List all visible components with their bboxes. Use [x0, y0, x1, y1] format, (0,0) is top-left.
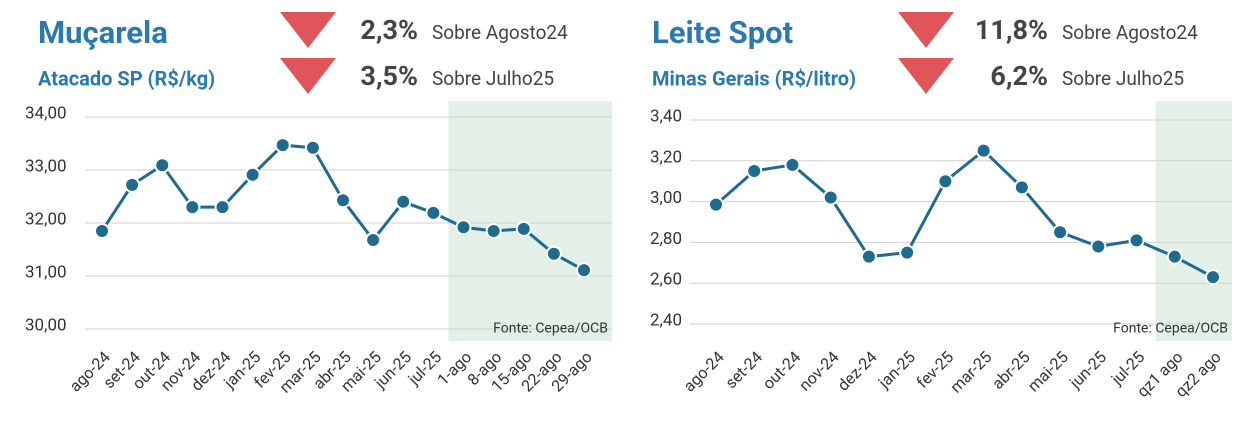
point — [545, 245, 562, 262]
point — [154, 157, 171, 174]
x-tick-label: set-24 — [721, 347, 766, 392]
y-tick-label: 3,20 — [650, 147, 682, 167]
y-tick-label: 33,00 — [25, 156, 67, 176]
down-arrow — [280, 12, 336, 48]
point — [184, 199, 201, 216]
point — [425, 204, 442, 221]
indicator-value: 6,2% — [990, 60, 1048, 92]
indicator-value: 2,3% — [360, 14, 418, 46]
point — [274, 137, 291, 154]
indicator-label: Sobre Julho25 — [1062, 67, 1184, 90]
x-tick-label: mar-25 — [946, 347, 995, 396]
down-arrow — [898, 58, 954, 94]
point — [1052, 224, 1069, 241]
highlight-region — [448, 101, 612, 341]
x-tick-label: out-24 — [759, 347, 805, 393]
indicator-label: Sobre Agosto24 — [432, 21, 568, 44]
point — [1205, 269, 1221, 286]
down-arrow — [898, 12, 954, 48]
y-tick-label: 2,80 — [650, 229, 682, 249]
source: Fonte: Cepea/OCB — [493, 321, 608, 337]
point — [214, 199, 231, 216]
x-tick-label: jun-25 — [1065, 347, 1110, 392]
point — [1090, 238, 1107, 255]
point — [335, 192, 351, 209]
x-tick-label: ago-24 — [680, 347, 728, 395]
chart-subtitle: Atacado SP (R$/kg) — [38, 66, 215, 90]
point — [1166, 248, 1183, 265]
point — [395, 193, 412, 210]
x-tick-label: jan-25 — [874, 347, 919, 392]
point — [899, 244, 916, 261]
point — [708, 196, 724, 213]
point — [860, 248, 877, 265]
point — [244, 166, 261, 183]
highlight-region — [1155, 101, 1232, 341]
y-tick-label: 30,00 — [25, 315, 67, 335]
chart-title: Muçarela — [38, 14, 168, 51]
x-tick-label: nov-24 — [795, 347, 842, 394]
point — [124, 176, 141, 193]
y-tick-label: 32,00 — [25, 209, 67, 229]
point — [455, 219, 472, 236]
y-tick-label: 2,60 — [650, 270, 682, 290]
x-tick-label: jul-25 — [404, 347, 446, 389]
x-tick-label: 1-ago — [433, 347, 475, 389]
point — [937, 173, 954, 190]
indicator-value: 3,5% — [360, 60, 418, 92]
indicator-value: 11,8% — [975, 14, 1048, 46]
point — [822, 189, 839, 206]
point — [515, 220, 532, 237]
point — [1013, 179, 1030, 196]
chart-subtitle: Minas Gerais (R$/litro) — [652, 66, 856, 90]
point — [746, 163, 763, 179]
chart-title: Leite Spot — [652, 14, 793, 51]
point — [304, 139, 321, 156]
y-tick-label: 31,00 — [25, 262, 67, 282]
y-tick-label: 3,40 — [650, 106, 682, 126]
point — [365, 231, 382, 248]
down-arrow — [280, 58, 336, 94]
y-tick-label: 2,40 — [650, 310, 682, 330]
point — [94, 222, 110, 239]
y-tick-label: 34,00 — [25, 103, 67, 123]
source: Fonte: Cepea/OCB — [1113, 321, 1228, 337]
point — [485, 222, 502, 239]
point — [1128, 232, 1145, 249]
point — [975, 142, 992, 159]
indicator-label: Sobre Agosto24 — [1062, 21, 1198, 44]
x-tick-label: dez-24 — [833, 347, 880, 394]
point — [576, 262, 592, 279]
indicator-label: Sobre Julho25 — [432, 67, 554, 90]
y-tick-label: 3,00 — [650, 188, 682, 208]
point — [784, 156, 801, 173]
x-tick-label: mai-25 — [1024, 347, 1072, 395]
